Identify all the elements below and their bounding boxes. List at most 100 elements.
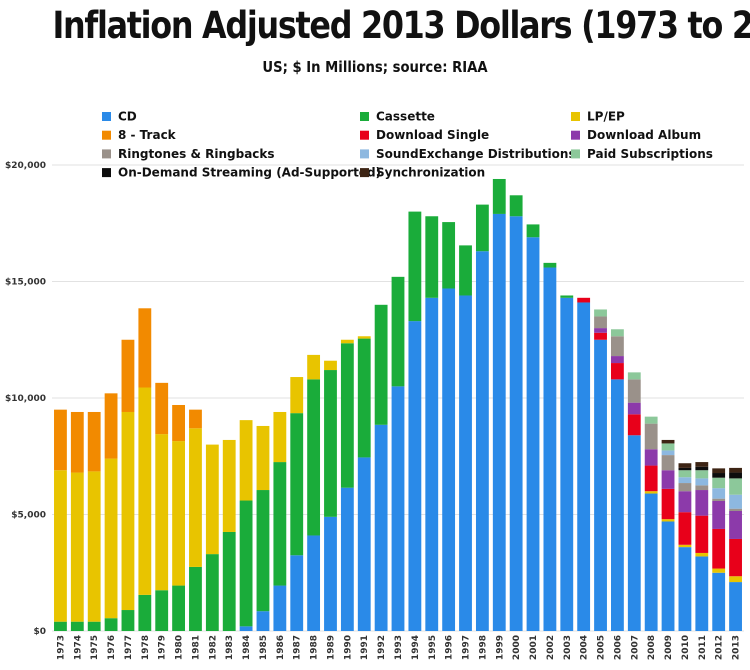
legend: CD Cassette LP/EP 8 - Track Download Single D…	[102, 110, 713, 180]
bar-ringtones-ringbacks-2005	[594, 316, 607, 329]
bar-cd-2013	[729, 582, 742, 631]
bar-cassette-1996	[442, 222, 456, 289]
bar-on-demand-streaming-ad-supported-2010	[678, 467, 692, 471]
legend-swatch-synchronization	[360, 168, 369, 178]
bar-synchronization-2009	[661, 439, 675, 444]
x-tick-label: 1975	[90, 635, 100, 660]
bar-cd-2008	[644, 493, 658, 631]
bar-cd-1997	[459, 295, 472, 631]
bar-lp-ep-1979	[155, 434, 169, 591]
bar-cd-1994	[408, 321, 422, 631]
bar-cd-1993	[391, 386, 405, 631]
bar-download-single-2007	[627, 414, 641, 436]
bar-cd-2001	[526, 237, 540, 632]
legend-label-synchronization: Synchronization	[376, 166, 485, 180]
bar-lp-ep-1982	[205, 444, 219, 555]
y-tick-label: $15,000	[5, 278, 46, 288]
bar-8-track-1973	[54, 409, 67, 471]
bar-cd-1985	[256, 611, 270, 631]
y-tick-label: $20,000	[5, 161, 46, 171]
x-tick-label: 2008	[647, 635, 657, 660]
bar-soundexchange-distributions-2011	[695, 478, 709, 486]
bar-cassette-1982	[205, 554, 219, 631]
bars	[54, 178, 742, 632]
bar-ringtones-ringbacks-2008	[644, 423, 658, 450]
x-tick-label: 2010	[681, 635, 691, 660]
bar-lp-ep-1974	[70, 472, 84, 622]
bar-lp-ep-1980	[172, 441, 185, 586]
bar-lp-ep-1973	[54, 470, 67, 622]
x-tick-label: 1981	[191, 635, 201, 660]
bar-cd-1991	[357, 457, 371, 631]
bar-cd-2006	[611, 379, 624, 631]
bar-cd-1992	[374, 424, 388, 631]
bar-on-demand-streaming-ad-supported-2012	[712, 473, 726, 478]
bar-lp-ep-1990	[340, 339, 354, 344]
bar-cd-1990	[340, 487, 354, 631]
legend-swatch-download-album	[571, 130, 580, 140]
bar-download-single-2004	[577, 297, 591, 303]
bar-download-album-2008	[644, 449, 658, 466]
bar-cassette-1991	[357, 338, 371, 458]
bar-download-single-2006	[611, 363, 624, 380]
bar-paid-subscriptions-2007	[627, 372, 641, 380]
bar-cd-1999	[492, 213, 506, 631]
bar-lp-ep-1978	[138, 387, 152, 595]
bar-lp-ep-1991	[357, 336, 371, 339]
legend-label-cd: CD	[118, 110, 137, 124]
bar-8-track-1976	[104, 393, 118, 459]
legend-swatch-8-track	[102, 130, 111, 140]
bar-cassette-2001	[526, 224, 540, 238]
bar-cassette-1980	[172, 585, 185, 631]
x-tick-label: 1985	[259, 635, 269, 660]
bar-lp-ep-1981	[189, 428, 202, 567]
bar-cd-1989	[324, 516, 337, 631]
bar-cassette-1977	[121, 610, 135, 631]
x-tick-label: 1991	[360, 635, 370, 660]
bar-paid-subscriptions-2010	[678, 470, 692, 478]
x-tick-label: 1987	[293, 635, 303, 660]
legend-label-ringtones-ringbacks: Ringtones & Ringbacks	[118, 147, 275, 161]
x-tick-label: 1989	[326, 635, 336, 660]
bar-download-album-2007	[627, 402, 641, 415]
bar-ringtones-ringbacks-2012	[712, 498, 726, 501]
y-tick-label: $5,000	[11, 511, 46, 521]
bar-download-single-2008	[644, 465, 658, 492]
x-tick-label: 1993	[394, 635, 404, 660]
x-tick-label: 2002	[546, 635, 556, 660]
bar-lp-ep-1975	[87, 471, 101, 622]
x-tick-label: 1994	[411, 635, 421, 660]
bar-cassette-1981	[189, 566, 202, 631]
legend-swatch-cassette	[360, 112, 369, 121]
legend-label-on-demand-streaming-ad-supported: On-Demand Streaming (Ad-Supported)	[118, 166, 381, 180]
bar-cassette-1990	[340, 343, 354, 488]
x-tick-label: 1983	[225, 635, 235, 660]
legend-swatch-lp-ep	[571, 112, 580, 121]
bar-cd-2009	[661, 521, 675, 631]
bar-lp-ep-2011	[695, 552, 709, 557]
bar-paid-subscriptions-2011	[695, 470, 709, 479]
x-tick-label: 1973	[56, 635, 66, 660]
bar-soundexchange-distributions-2013	[729, 494, 742, 509]
bar-on-demand-streaming-ad-supported-2011	[695, 466, 709, 471]
bar-cassette-1992	[374, 304, 388, 425]
x-tick-label: 2009	[664, 635, 674, 660]
bar-cd-1998	[475, 251, 489, 631]
x-tick-label: 2011	[698, 635, 708, 660]
bar-soundexchange-distributions-2012	[712, 488, 726, 499]
x-tick-label: 1986	[276, 635, 286, 660]
x-tick-label: 2013	[732, 635, 742, 660]
bar-lp-ep-1989	[324, 360, 337, 371]
bar-lp-ep-1983	[222, 439, 236, 532]
bar-8-track-1974	[70, 411, 84, 473]
bar-cassette-1998	[475, 204, 489, 252]
bar-paid-subscriptions-2008	[644, 416, 658, 424]
x-tick-label: 2007	[630, 635, 640, 660]
bar-paid-subscriptions-2005	[594, 309, 607, 317]
bar-soundexchange-distributions-2009	[661, 450, 675, 456]
bar-cd-1984	[239, 626, 253, 631]
bar-synchronization-2013	[729, 467, 742, 473]
bar-download-single-2013	[729, 538, 742, 577]
bar-cassette-1973	[54, 621, 67, 631]
